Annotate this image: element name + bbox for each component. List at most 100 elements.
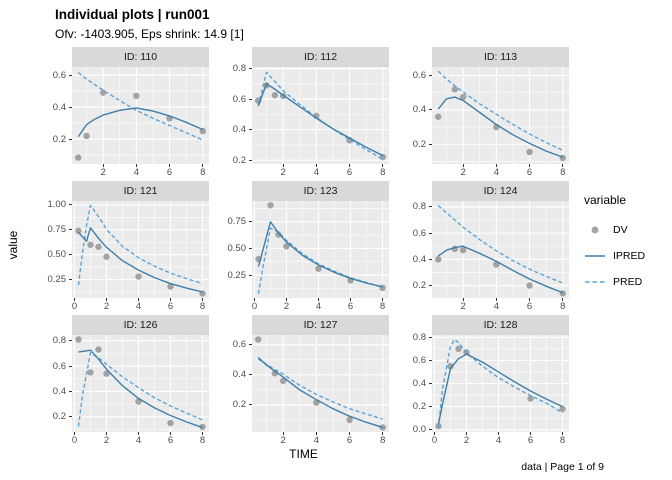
ipred-line bbox=[437, 353, 563, 425]
axis-tick-mark bbox=[249, 159, 252, 161]
axis-tick-label: 2 bbox=[283, 301, 290, 312]
axis-tick-label: 2 bbox=[280, 167, 286, 178]
axis-tick-mark bbox=[69, 204, 72, 206]
axis-tick-label: 6 bbox=[527, 435, 534, 446]
facet-y-axis: 0.2 0.4 0.6 0.8 bbox=[218, 63, 252, 166]
axis-tick-mark bbox=[462, 298, 464, 301]
facet-x-axis: 2 4 6 8 bbox=[432, 298, 569, 312]
axis-tick-mark bbox=[495, 164, 497, 167]
axis-tick-mark bbox=[349, 164, 351, 167]
axis-tick-label: 6 bbox=[347, 301, 354, 312]
dv-point bbox=[87, 369, 94, 376]
dv-point bbox=[83, 132, 90, 140]
axis-tick-mark bbox=[429, 285, 432, 287]
facet-panel bbox=[432, 335, 569, 432]
facet-panel bbox=[72, 67, 209, 164]
dv-point bbox=[95, 346, 102, 353]
facet-128: ID: 128 0.0 0.2 0.4 0.6 0.8 0 2 4 6 8 bbox=[398, 315, 569, 446]
axis-tick-label: 8 bbox=[560, 301, 566, 312]
facet-y-axis: 0.2 0.4 0.6 bbox=[38, 67, 72, 164]
facet-x-axis: 2 4 6 8 bbox=[72, 164, 209, 178]
dv-point bbox=[267, 202, 274, 209]
dv-point bbox=[275, 231, 282, 238]
pred-line bbox=[437, 338, 563, 428]
axis-tick-mark bbox=[73, 298, 75, 301]
dv-point bbox=[95, 243, 102, 250]
facet-112: ID: 112 0.2 0.4 0.6 0.8 2 4 6 8 bbox=[218, 47, 389, 178]
axis-tick-label: 8 bbox=[379, 301, 386, 312]
facet-x-axis: 2 4 6 8 bbox=[432, 164, 569, 178]
axis-tick-mark bbox=[429, 206, 432, 208]
axis-tick-label: 0.2 bbox=[412, 138, 426, 150]
axis-tick-mark bbox=[69, 390, 72, 392]
facet-y-axis: 0.25 0.50 0.75 bbox=[218, 201, 252, 298]
y-axis-label: value bbox=[6, 230, 20, 260]
axis-tick-label: 8 bbox=[380, 167, 386, 178]
axis-tick-mark bbox=[429, 143, 432, 145]
axis-tick-label: 0.6 bbox=[52, 69, 66, 81]
panel-background bbox=[72, 67, 209, 164]
axis-tick-label: 0.4 bbox=[412, 104, 426, 116]
facet-strip: ID: 110 bbox=[72, 47, 209, 67]
axis-tick-mark bbox=[202, 164, 204, 167]
facet-110: ID: 110 0.2 0.4 0.6 2 4 6 8 bbox=[38, 47, 209, 178]
facet-panel bbox=[432, 67, 569, 164]
dv-point bbox=[459, 93, 467, 101]
facet-y-axis: 0.0 0.2 0.4 0.6 0.8 bbox=[398, 331, 432, 435]
axis-tick-mark bbox=[249, 374, 252, 376]
axis-tick-mark bbox=[465, 432, 467, 435]
axis-tick-mark bbox=[429, 359, 432, 361]
axis-tick-label: 4 bbox=[133, 167, 139, 178]
dv-point-icon bbox=[591, 226, 599, 234]
dv-point bbox=[527, 395, 534, 402]
axis-tick-label: 6 bbox=[526, 301, 533, 312]
dv-point bbox=[133, 92, 140, 100]
pred-line bbox=[257, 71, 384, 161]
axis-tick-mark bbox=[382, 432, 384, 435]
dv-point bbox=[346, 416, 353, 424]
ipred-line bbox=[437, 245, 564, 294]
facet-x-axis: 0 2 4 6 8 bbox=[72, 432, 209, 446]
axis-tick-label: 0.25 bbox=[47, 274, 67, 286]
pred-line bbox=[77, 72, 204, 141]
axis-tick-label: 0.2 bbox=[232, 399, 246, 411]
plot-subtitle: Ofv: -1403.905, Eps shrink: 14.9 [1] bbox=[55, 27, 244, 41]
axis-tick-mark bbox=[382, 298, 384, 301]
axis-tick-label: 0.6 bbox=[412, 227, 426, 239]
pred-line bbox=[437, 70, 564, 151]
dv-point bbox=[167, 419, 174, 427]
axis-tick-mark bbox=[429, 406, 432, 408]
facet-x-axis: 2 4 6 8 bbox=[252, 164, 389, 178]
facet-x-axis: 0 2 4 6 8 bbox=[432, 432, 569, 446]
axis-tick-label: 0.8 bbox=[232, 63, 246, 75]
facet-y-axis: 0.2 0.4 0.6 0.8 bbox=[398, 201, 432, 298]
facet-row: ID: 121 0.25 0.50 0.75 1.00 0 2 4 6 8 ID: 123 0.25 0… bbox=[38, 181, 569, 312]
axis-tick-label: 4 bbox=[495, 435, 502, 446]
axis-tick-mark bbox=[69, 106, 72, 108]
facet-panel bbox=[252, 201, 389, 298]
axis-tick-mark bbox=[169, 164, 171, 167]
dv-point bbox=[279, 377, 287, 385]
facet-strip: ID: 113 bbox=[432, 47, 569, 67]
axis-tick-mark bbox=[69, 340, 72, 342]
axis-tick-label: 0.8 bbox=[52, 335, 66, 347]
plot-title: Individual plots | run001 bbox=[55, 7, 210, 22]
facet-panel bbox=[72, 201, 209, 298]
axis-tick-mark bbox=[69, 416, 72, 418]
facet-strip: ID: 128 bbox=[432, 315, 569, 335]
facet-strip: ID: 124 bbox=[432, 181, 569, 201]
axis-tick-mark bbox=[69, 365, 72, 367]
facet-row: ID: 126 0.2 0.4 0.6 0.8 0 2 4 6 8 ID: 127 0.2 0.4 0.6… bbox=[38, 315, 569, 446]
facet-127: ID: 127 0.2 0.4 0.6 2 4 6 8 bbox=[218, 315, 389, 446]
axis-tick-mark bbox=[137, 298, 139, 301]
axis-tick-mark bbox=[429, 336, 432, 338]
axis-tick-mark bbox=[105, 432, 107, 435]
ipred-line bbox=[437, 96, 564, 158]
axis-tick-mark bbox=[350, 298, 351, 301]
axis-tick-label: 0.8 bbox=[412, 331, 426, 343]
facet-124: ID: 124 0.2 0.4 0.6 0.8 2 4 6 8 bbox=[398, 181, 569, 312]
facet-panel bbox=[252, 335, 389, 432]
facet-123: ID: 123 0.25 0.50 0.75 0 2 4 6 8 bbox=[218, 181, 389, 312]
dv-point bbox=[75, 227, 82, 235]
axis-tick-label: 0.2 bbox=[52, 411, 66, 423]
